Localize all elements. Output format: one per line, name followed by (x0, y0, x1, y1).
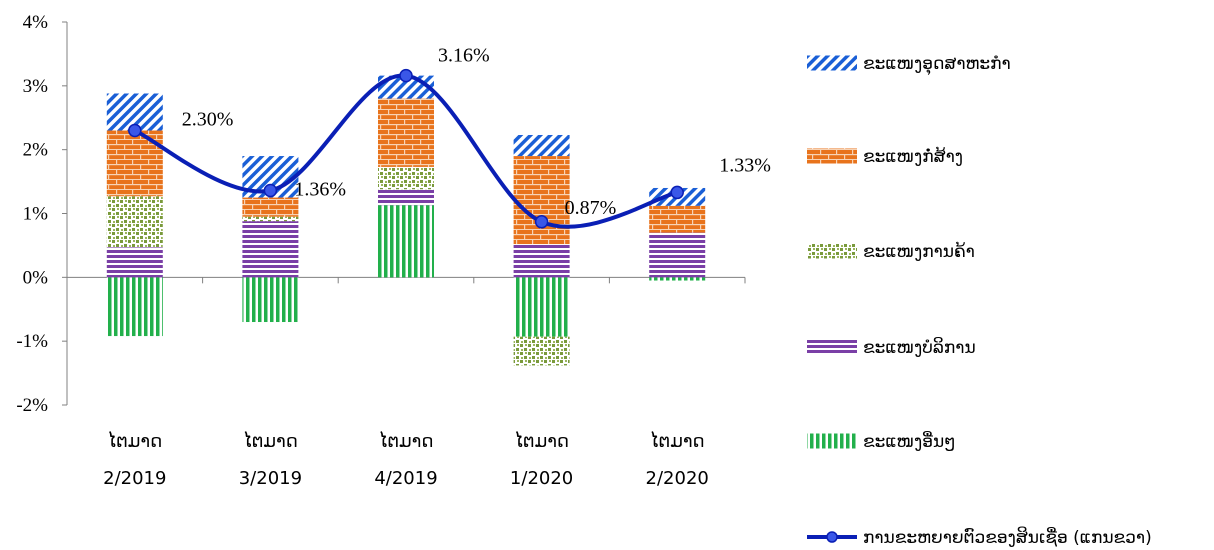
y-tick-label: -2% (16, 395, 48, 416)
bar-segment (378, 205, 434, 278)
y-tick-label: 2% (23, 140, 49, 161)
bar-segment (242, 216, 299, 222)
bar-segment (242, 197, 299, 217)
data-label: 3.16% (438, 45, 490, 67)
x-category-label-year: 1/2020 (510, 468, 573, 489)
bar-segment (513, 244, 570, 278)
legend-label: ຂະແໜງອຸດສາຫະກຳ (863, 54, 1011, 76)
bar-segment (242, 221, 299, 278)
bar-segment (513, 156, 570, 245)
bar-segment (378, 189, 434, 206)
bar-segment (649, 277, 706, 281)
legend-swatch (807, 433, 857, 449)
legend-label: ຂະແໜງການຄ້າ (863, 241, 975, 262)
y-tick-label: 3% (23, 76, 49, 97)
bar-segment (378, 166, 434, 190)
data-label: 2.30% (182, 109, 234, 131)
bar-segment (513, 134, 570, 157)
x-category-label-year: 3/2019 (239, 468, 302, 489)
y-tick-label: -1% (16, 331, 48, 352)
legend-swatch (807, 148, 857, 164)
bar-segment (106, 196, 163, 248)
legend-label: ຂະແໜງອື່ນໆ (863, 431, 956, 452)
line-marker (263, 183, 278, 198)
data-label: 0.87% (565, 197, 617, 219)
data-label: 1.36% (294, 179, 346, 201)
x-category-label-year: 2/2020 (646, 468, 709, 489)
y-tick-label: 0% (23, 267, 49, 288)
bar-segment (378, 98, 434, 167)
x-category-label: ໄຕມາດ (243, 431, 298, 452)
bar-segment (649, 232, 706, 278)
legend-swatch (807, 339, 857, 355)
legend-swatch (807, 243, 857, 259)
legend-line-marker (826, 531, 838, 543)
x-category-label-year: 4/2019 (374, 468, 437, 489)
x-category-label: ໄຕມາດ (650, 431, 705, 452)
x-category-label: ໄຕມາດ (514, 431, 569, 452)
bar-segment (513, 336, 570, 366)
bar-segment (513, 277, 570, 337)
x-category-label-year: 2/2019 (103, 468, 166, 489)
legend-label: ຂະແໜງກໍ່ສ້າງ (863, 146, 963, 167)
line-marker (670, 185, 684, 200)
line-marker (128, 123, 142, 138)
bar-segment (106, 277, 163, 337)
legend-swatch (807, 55, 857, 71)
legend-label: ຂະແໜງບໍລິການ (863, 337, 976, 358)
bar-segment (242, 277, 299, 323)
bar-segment (106, 247, 163, 278)
x-category-label: ໄຕມາດ (107, 431, 162, 452)
line-marker (399, 68, 413, 83)
data-label: 1.33% (719, 154, 771, 176)
legend-label: ການຂະຫຍາຍຕົວຂອງສິນເຊື່ອ (ແກນຂວາ) (863, 526, 1152, 548)
bar-segment (649, 205, 706, 233)
x-category-label: ໄຕມາດ (379, 431, 434, 452)
y-tick-label: 1% (23, 204, 49, 225)
line-marker (534, 215, 549, 229)
y-tick-label: 4% (23, 12, 49, 33)
